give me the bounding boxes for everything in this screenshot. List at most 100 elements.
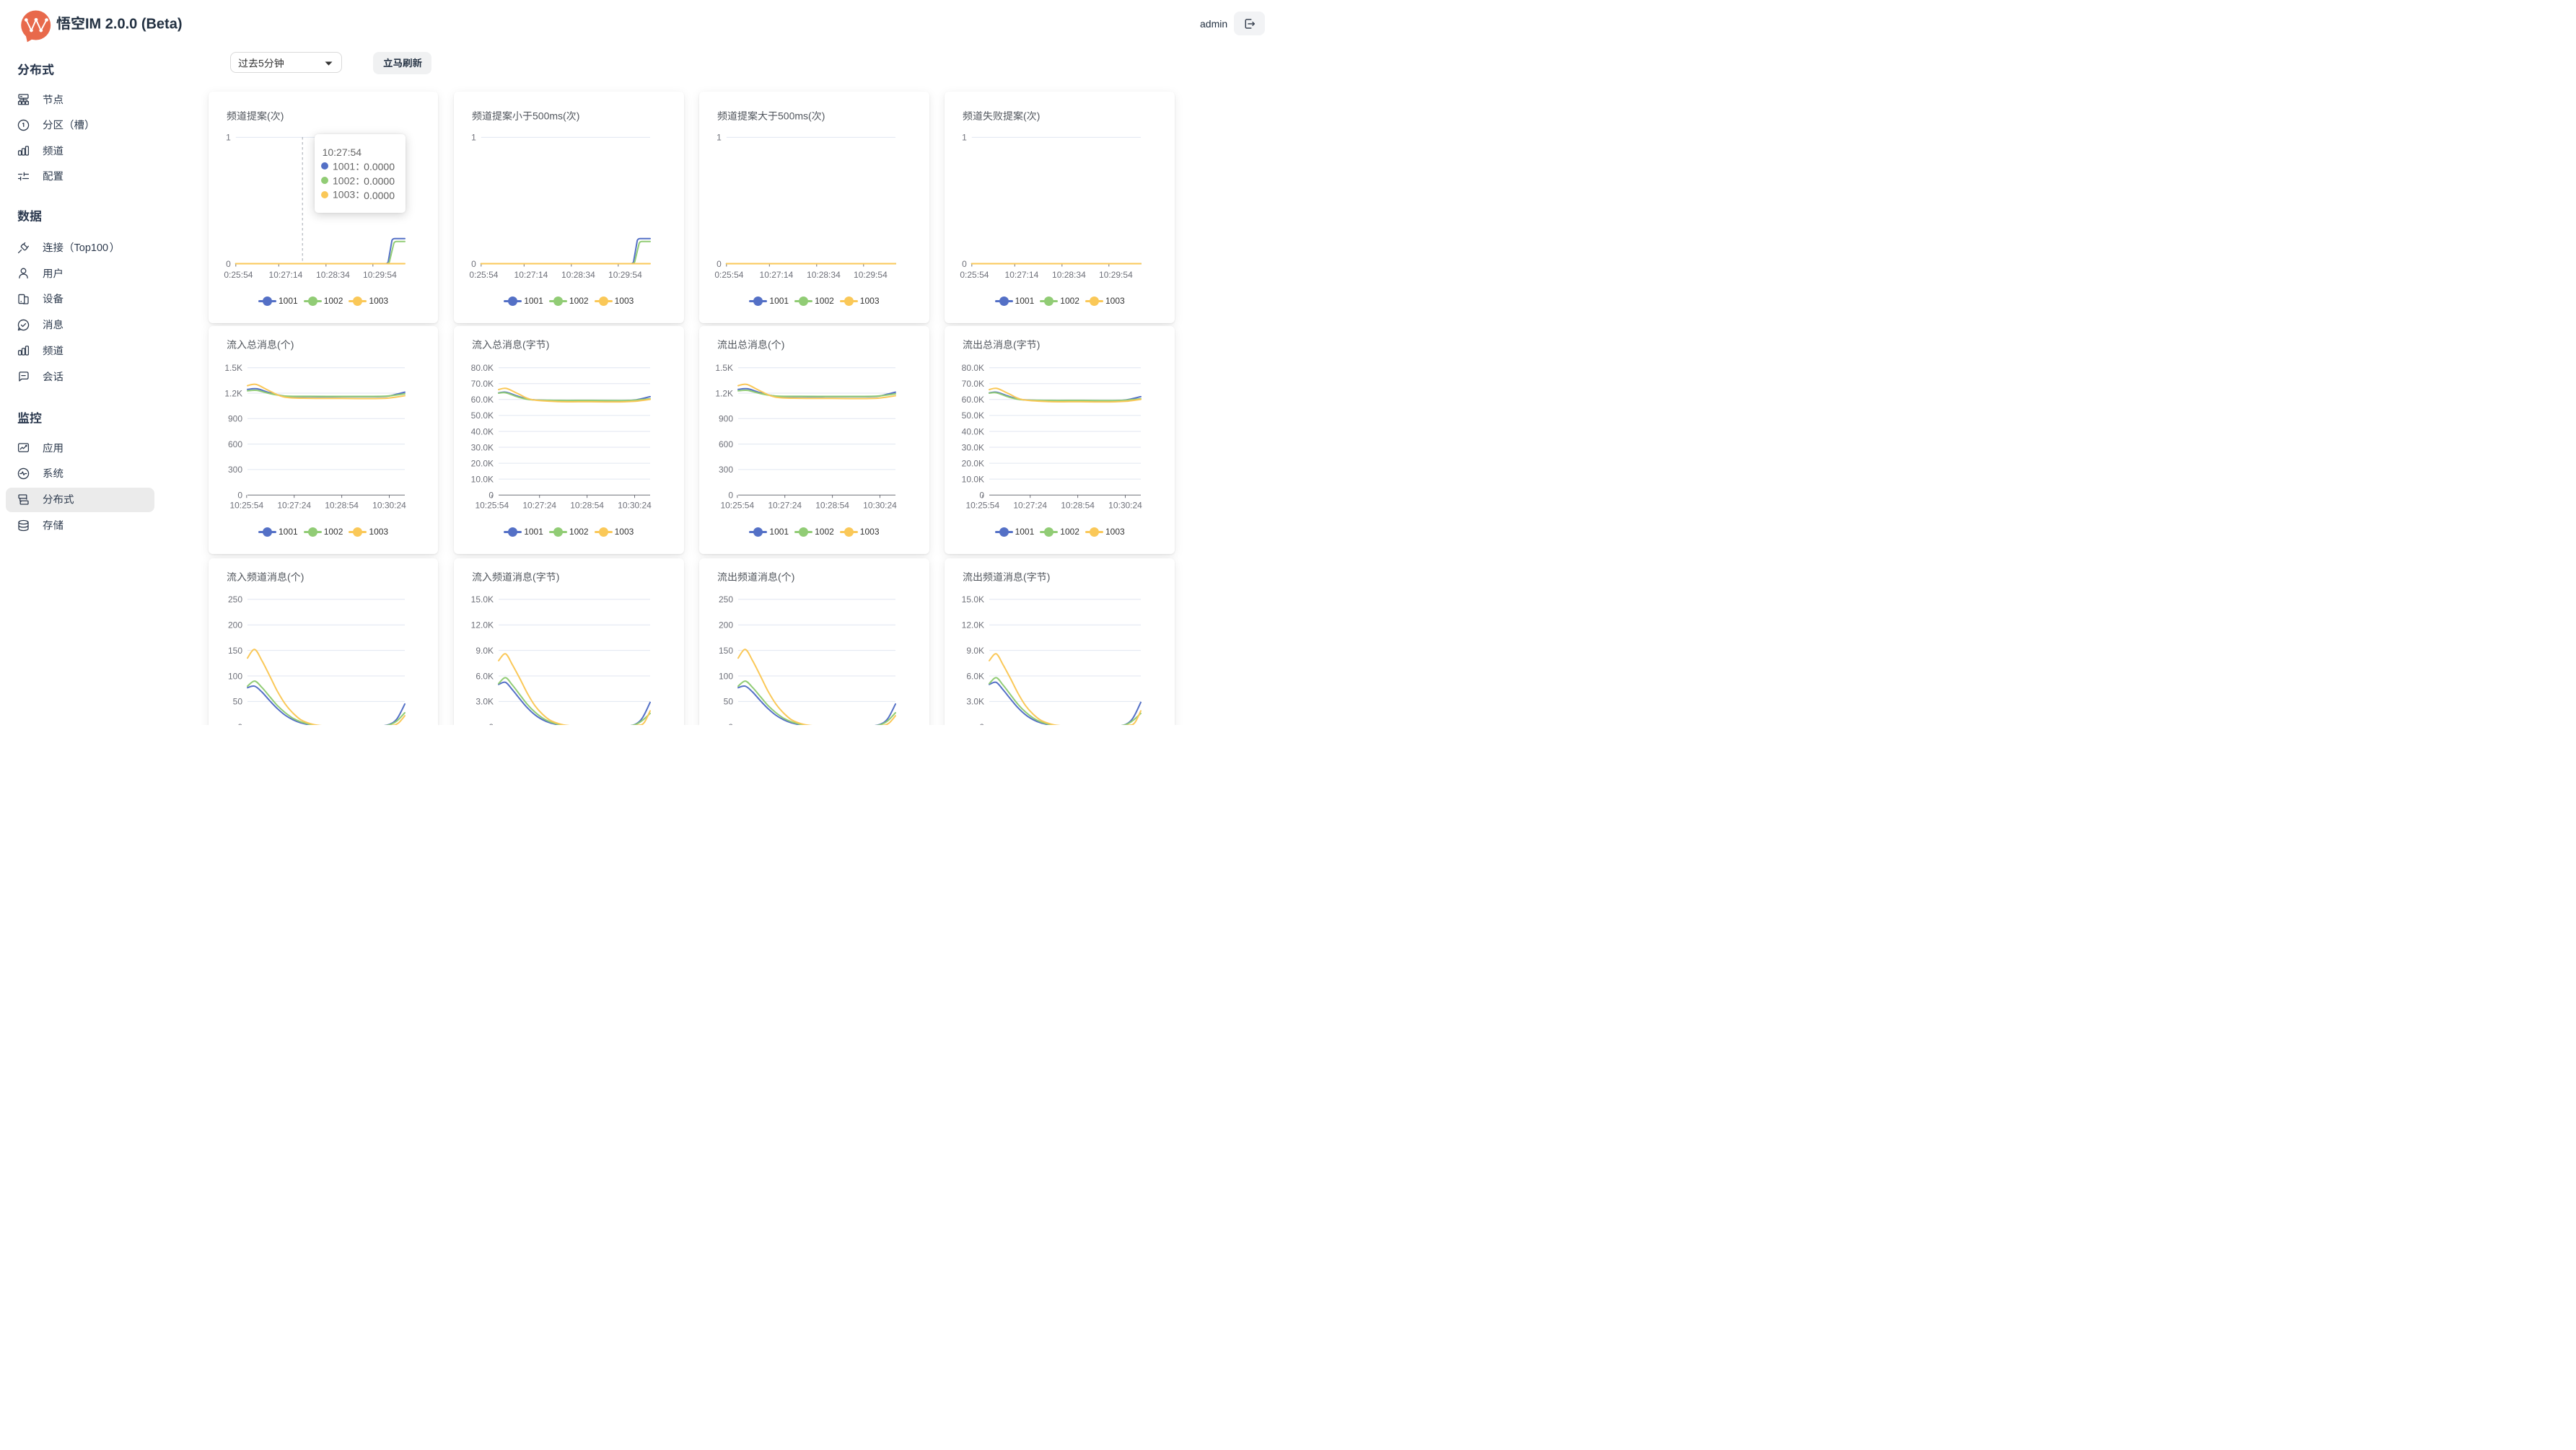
- svg-text:0: 0: [980, 490, 985, 500]
- svg-text:10:29:54: 10:29:54: [1099, 270, 1133, 280]
- svg-text:(: (: [1023, 110, 1027, 122]
- svg-text:10:30:24: 10:30:24: [618, 500, 652, 510]
- svg-text:600: 600: [228, 439, 242, 449]
- svg-text:9.0K: 9.0K: [476, 645, 494, 655]
- svg-text:): ): [556, 571, 559, 583]
- svg-text:9.0K: 9.0K: [967, 645, 985, 655]
- svg-text:10:27:14: 10:27:14: [1005, 270, 1039, 280]
- svg-text:70.0K: 70.0K: [470, 379, 493, 389]
- svg-text:200: 200: [228, 620, 242, 630]
- svg-text:0: 0: [489, 722, 494, 725]
- svg-text:50: 50: [232, 696, 242, 706]
- svg-text:10:25:54: 10:25:54: [475, 500, 509, 510]
- svg-text:80.0K: 80.0K: [962, 363, 984, 373]
- svg-text:(: (: [267, 110, 271, 122]
- svg-text:10:27:24: 10:27:24: [522, 500, 556, 510]
- svg-text:(: (: [778, 571, 781, 583]
- svg-text:10:28:34: 10:28:34: [316, 270, 350, 280]
- svg-text:100: 100: [228, 671, 242, 681]
- svg-text:100: 100: [719, 671, 733, 681]
- svg-text:0: 0: [471, 259, 476, 269]
- svg-text:1.2K: 1.2K: [224, 388, 242, 398]
- svg-text:0:25:54: 0:25:54: [714, 270, 743, 280]
- svg-text:12.0K: 12.0K: [470, 620, 493, 630]
- svg-text:10:27:24: 10:27:24: [1014, 500, 1048, 510]
- svg-text:0: 0: [728, 722, 733, 725]
- svg-text:0: 0: [962, 259, 967, 269]
- svg-text:(: (: [533, 571, 536, 583]
- svg-text:): ): [781, 339, 785, 351]
- svg-text:1.5K: 1.5K: [224, 363, 242, 373]
- svg-text:1.5K: 1.5K: [715, 363, 733, 373]
- svg-text:): ): [576, 110, 579, 122]
- svg-text:10:28:34: 10:28:34: [1052, 270, 1086, 280]
- svg-text:10:25:54: 10:25:54: [229, 500, 263, 510]
- svg-text:): ): [300, 571, 304, 583]
- svg-text:12.0K: 12.0K: [962, 620, 984, 630]
- svg-text:0: 0: [237, 722, 242, 725]
- svg-text:0: 0: [717, 259, 722, 269]
- svg-text:500ms(: 500ms(: [778, 110, 812, 122]
- svg-text:10:28:54: 10:28:54: [1061, 500, 1095, 510]
- svg-text:200: 200: [719, 620, 733, 630]
- svg-text:20.0K: 20.0K: [962, 458, 984, 468]
- svg-text:(: (: [522, 339, 526, 351]
- svg-text:): ): [1037, 110, 1041, 122]
- svg-text:): ): [822, 110, 825, 122]
- svg-text:): ): [546, 339, 549, 351]
- svg-text:(: (: [287, 571, 291, 583]
- svg-text:150: 150: [719, 645, 733, 655]
- svg-text:60.0K: 60.0K: [962, 395, 984, 405]
- svg-text:1: 1: [962, 133, 967, 143]
- svg-text:6.0K: 6.0K: [967, 671, 985, 681]
- svg-text:10:27:24: 10:27:24: [768, 500, 802, 510]
- svg-text:150: 150: [228, 645, 242, 655]
- svg-text:70.0K: 70.0K: [962, 379, 984, 389]
- svg-text:0: 0: [226, 259, 231, 269]
- svg-text:10:28:34: 10:28:34: [807, 270, 841, 280]
- svg-text:): ): [792, 571, 795, 583]
- svg-text:1: 1: [226, 133, 231, 143]
- svg-text:300: 300: [719, 465, 733, 475]
- svg-text:10:28:34: 10:28:34: [561, 270, 595, 280]
- svg-text:IM 2.0.0 (Beta): IM 2.0.0 (Beta): [85, 17, 182, 32]
- svg-text:3.0K: 3.0K: [967, 696, 985, 706]
- svg-text:600: 600: [719, 439, 733, 449]
- svg-text:): ): [1047, 571, 1051, 583]
- svg-text:(: (: [768, 339, 771, 351]
- svg-text:1002: 1002: [333, 175, 355, 186]
- svg-text:10:29:54: 10:29:54: [854, 270, 888, 280]
- svg-text:50.0K: 50.0K: [470, 410, 493, 421]
- svg-text:(: (: [1013, 339, 1017, 351]
- svg-text:3.0K: 3.0K: [476, 696, 494, 706]
- svg-text:1: 1: [717, 133, 722, 143]
- svg-text:6.0K: 6.0K: [476, 671, 494, 681]
- svg-text:1.2K: 1.2K: [715, 388, 733, 398]
- svg-text:(: (: [277, 339, 281, 351]
- svg-text:10:27:24: 10:27:24: [277, 500, 311, 510]
- svg-text:): ): [290, 339, 294, 351]
- svg-text:900: 900: [228, 413, 242, 423]
- svg-text:50: 50: [724, 696, 734, 706]
- svg-text:10:27:14: 10:27:14: [514, 270, 548, 280]
- svg-text:0: 0: [980, 722, 985, 725]
- svg-text:(: (: [1023, 571, 1027, 583]
- svg-text:1003: 1003: [333, 189, 355, 201]
- svg-text:80.0K: 80.0K: [470, 363, 493, 373]
- svg-text:10:25:54: 10:25:54: [720, 500, 754, 510]
- svg-text:20.0K: 20.0K: [470, 458, 493, 468]
- svg-text:40.0K: 40.0K: [470, 426, 493, 436]
- svg-text:15.0K: 15.0K: [470, 594, 493, 605]
- svg-text:10:27:14: 10:27:14: [760, 270, 794, 280]
- svg-text:10:30:24: 10:30:24: [372, 500, 406, 510]
- svg-text:10.0K: 10.0K: [962, 474, 984, 484]
- svg-text:1001: 1001: [333, 160, 355, 172]
- svg-text:500ms(: 500ms(: [533, 110, 566, 122]
- svg-text:10:28:54: 10:28:54: [815, 500, 849, 510]
- svg-text:60.0K: 60.0K: [470, 395, 493, 405]
- svg-text:30.0K: 30.0K: [962, 442, 984, 452]
- svg-text:40.0K: 40.0K: [962, 426, 984, 436]
- svg-text:0: 0: [237, 490, 242, 500]
- svg-text:): ): [280, 110, 284, 122]
- svg-text:10:28:54: 10:28:54: [570, 500, 604, 510]
